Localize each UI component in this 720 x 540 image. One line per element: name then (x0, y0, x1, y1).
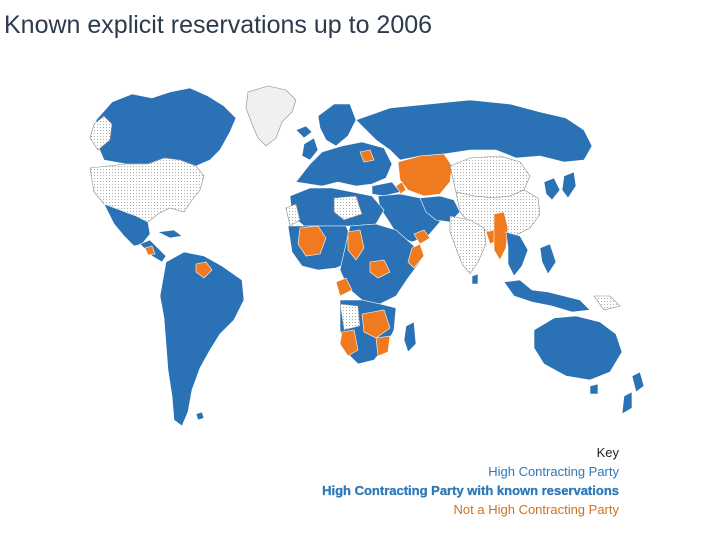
world-map (89, 85, 645, 427)
mozambique-reservation (375, 335, 391, 357)
korea-japan (543, 171, 577, 201)
uk (301, 137, 319, 161)
australia (533, 315, 623, 381)
map-key: Key High Contracting Party High Contract… (322, 443, 619, 519)
key-item-party: High Contracting Party (488, 464, 619, 479)
belarus-reservation (359, 149, 375, 163)
scandinavia (317, 103, 357, 147)
mali-reservation (297, 225, 327, 257)
iceland (295, 125, 313, 139)
angola-not-party (339, 303, 361, 331)
key-heading: Key (596, 445, 619, 460)
tasmania (589, 383, 599, 395)
new-zealand (621, 371, 645, 415)
canada (95, 87, 237, 167)
key-item-not-party: Not a High Contracting Party (453, 502, 619, 517)
russia (355, 99, 593, 163)
guyana-reservation (195, 261, 213, 279)
south-america (159, 251, 245, 427)
mongolia-china-north (449, 155, 531, 199)
falklands (195, 411, 205, 421)
kazakhstan-reservation (397, 153, 453, 197)
greenland (245, 85, 297, 147)
western-sahara (285, 203, 301, 227)
central-america-reservation (144, 245, 156, 256)
mexico (103, 203, 151, 247)
usa (89, 157, 205, 223)
turkey (371, 181, 401, 197)
ethiopia-reservation (369, 259, 391, 279)
oman-yemen-reservation (413, 229, 431, 245)
congo-reservation (335, 277, 353, 297)
myanmar-reservation (493, 211, 509, 261)
namibia-reservation (339, 329, 359, 357)
sudan-reservation (347, 229, 365, 261)
zambia-reservation (361, 309, 391, 339)
madagascar (403, 321, 417, 353)
indonesia (503, 279, 591, 313)
india (449, 215, 487, 275)
alaska (89, 115, 113, 151)
libya-region (333, 195, 363, 221)
key-item-reservations: High Contracting Party with known reserv… (322, 483, 619, 498)
sri-lanka (471, 273, 479, 285)
cuba (156, 229, 183, 239)
somalia-reservation (407, 243, 425, 269)
papua-new-guinea (593, 295, 621, 311)
map-title: Known explicit reservations up to 2006 (4, 11, 433, 39)
indochina (505, 231, 529, 277)
philippines (539, 243, 557, 275)
